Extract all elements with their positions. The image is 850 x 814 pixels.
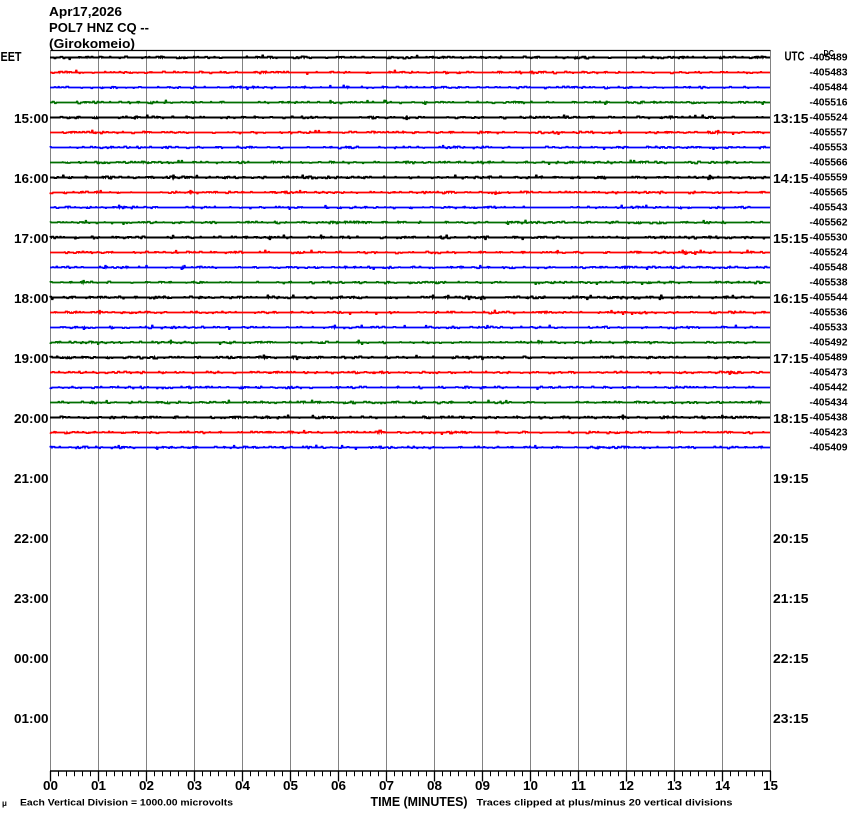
svg-text:09: 09: [475, 778, 490, 793]
svg-text:18:00: 18:00: [14, 291, 49, 306]
svg-text:-405423: -405423: [810, 428, 849, 439]
svg-text:23:15: 23:15: [773, 711, 809, 726]
svg-text:06: 06: [331, 778, 346, 793]
svg-text:-405533: -405533: [810, 323, 849, 334]
svg-text:(Girokomeio): (Girokomeio): [49, 36, 135, 51]
svg-text:14: 14: [715, 778, 731, 793]
svg-text:-405530: -405530: [810, 233, 848, 244]
svg-text:22:00: 22:00: [14, 531, 49, 546]
svg-text:15:15: 15:15: [773, 231, 809, 246]
svg-text:20:00: 20:00: [14, 411, 49, 426]
svg-text:-405483: -405483: [810, 68, 849, 79]
svg-text:EET: EET: [1, 49, 22, 64]
svg-text:POL7 HNZ CQ --: POL7 HNZ CQ --: [49, 20, 149, 35]
svg-text:17:00: 17:00: [14, 231, 49, 246]
svg-text:19:15: 19:15: [773, 471, 809, 486]
svg-text:Traces clipped at plus/minus 2: Traces clipped at plus/minus 20 vertical…: [477, 798, 733, 808]
svg-text:07: 07: [379, 778, 394, 793]
svg-text:-405536: -405536: [810, 308, 849, 319]
svg-text:19:00: 19:00: [14, 351, 49, 366]
svg-text:17:15: 17:15: [773, 351, 809, 366]
svg-text:-405524: -405524: [810, 248, 849, 259]
svg-text:-405489: -405489: [810, 53, 849, 64]
svg-text:16:15: 16:15: [773, 291, 809, 306]
svg-text:00:00: 00:00: [14, 651, 49, 666]
svg-text:21:15: 21:15: [773, 591, 809, 606]
svg-text:13:15: 13:15: [773, 111, 809, 126]
svg-text:-405566: -405566: [810, 158, 849, 169]
svg-text:-405438: -405438: [810, 413, 849, 424]
svg-text:-405559: -405559: [810, 173, 849, 184]
svg-text:15: 15: [763, 778, 778, 793]
svg-text:-405409: -405409: [810, 443, 849, 454]
svg-text:02: 02: [139, 778, 154, 793]
svg-text:10: 10: [523, 778, 538, 793]
svg-text:-405492: -405492: [810, 338, 848, 349]
svg-text:01:00: 01:00: [14, 711, 49, 726]
svg-text:Each Vertical Division = 1000.: Each Vertical Division = 1000.00 microvo…: [20, 798, 233, 808]
svg-text:14:15: 14:15: [773, 171, 809, 186]
svg-text:08: 08: [427, 778, 442, 793]
svg-text:22:15: 22:15: [773, 651, 809, 666]
svg-text:-405543: -405543: [810, 203, 849, 214]
svg-text:DC: DC: [824, 49, 835, 58]
svg-text:-405489: -405489: [810, 353, 849, 364]
svg-text:-405524: -405524: [810, 113, 849, 124]
svg-text:01: 01: [91, 778, 106, 793]
svg-text:-405562: -405562: [810, 218, 848, 229]
svg-text:03: 03: [187, 778, 202, 793]
svg-text:-405544: -405544: [810, 293, 849, 304]
svg-text:-405484: -405484: [810, 83, 849, 94]
svg-text:-405473: -405473: [810, 368, 849, 379]
svg-text:Apr17,2026: Apr17,2026: [49, 4, 122, 19]
svg-text:TIME (MINUTES): TIME (MINUTES): [371, 794, 468, 809]
svg-text:16:00: 16:00: [14, 171, 49, 186]
svg-text:04: 04: [235, 778, 251, 793]
svg-text:15:00: 15:00: [14, 111, 49, 126]
svg-text:23:00: 23:00: [14, 591, 49, 606]
svg-text:20:15: 20:15: [773, 531, 809, 546]
svg-text:-405548: -405548: [810, 263, 849, 274]
svg-text:00: 00: [43, 778, 58, 793]
svg-text:-405442: -405442: [810, 383, 848, 394]
svg-text:μ: μ: [2, 799, 7, 808]
svg-text:13: 13: [667, 778, 682, 793]
svg-text:-405434: -405434: [810, 398, 849, 409]
svg-text:-405553: -405553: [810, 143, 849, 154]
svg-text:-405557: -405557: [810, 128, 848, 139]
svg-text:-405516: -405516: [810, 98, 849, 109]
svg-text:12: 12: [619, 778, 634, 793]
svg-text:18:15: 18:15: [773, 411, 809, 426]
svg-text:-405565: -405565: [810, 188, 849, 199]
svg-text:21:00: 21:00: [14, 471, 49, 486]
svg-text:-405538: -405538: [810, 278, 849, 289]
svg-text:UTC: UTC: [785, 49, 805, 64]
svg-text:05: 05: [283, 778, 298, 793]
svg-text:11: 11: [571, 778, 586, 793]
